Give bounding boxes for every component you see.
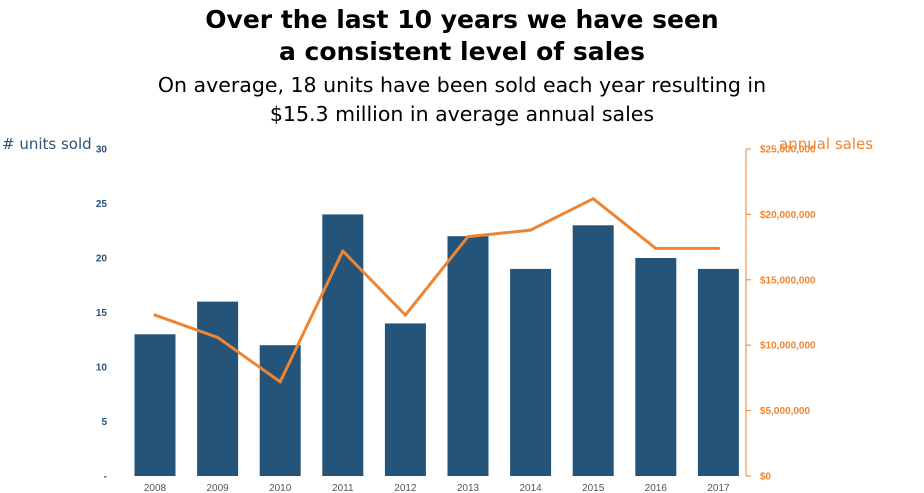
bar-2012 xyxy=(384,323,426,476)
chart-title: Over the last 10 years we have seen a co… xyxy=(0,4,924,68)
right-tick-label: $20,000,000 xyxy=(760,210,816,221)
left-axis: # units sold - 5 10 15 20 25 30 xyxy=(2,135,107,483)
bar-2013 xyxy=(447,236,489,476)
x-axis: 2008 2009 2010 2011 2012 2013 2014 2015 2016 2017 xyxy=(144,483,730,493)
left-tick-label: 30 xyxy=(96,145,108,156)
line-point-2016 xyxy=(654,246,658,250)
x-tick-label: 2009 xyxy=(206,483,229,493)
chart-title-line-1: Over the last 10 years we have seen xyxy=(205,5,719,34)
left-tick-label: - xyxy=(104,472,107,483)
right-axis: $0 $5,000,000 $10,000,000 $15,000,000 $20,00… xyxy=(745,135,873,483)
x-tick-label: 2010 xyxy=(269,483,292,493)
chart-title-line-2: a consistent level of sales xyxy=(278,37,645,66)
right-tick-label: $25,000,000 xyxy=(760,145,816,156)
x-tick-label: 2013 xyxy=(457,483,480,493)
x-tick-label: 2012 xyxy=(394,483,417,493)
line-point-2009 xyxy=(216,335,220,339)
left-axis-label: # units sold xyxy=(2,135,92,153)
bar-2016 xyxy=(635,258,677,476)
line-point-2017 xyxy=(716,246,720,250)
line-point-2008 xyxy=(153,313,157,317)
annual-sales-line xyxy=(153,197,720,384)
bar-2010 xyxy=(259,345,301,476)
bar-2009 xyxy=(197,301,239,476)
bar-2017 xyxy=(697,268,739,476)
x-tick-label: 2011 xyxy=(332,483,354,493)
right-axis-label: annual sales xyxy=(779,135,873,153)
x-tick-label: 2016 xyxy=(645,483,668,493)
line-point-2012 xyxy=(403,313,407,317)
right-tick-label: $15,000,000 xyxy=(760,275,816,286)
line-point-2010 xyxy=(278,380,282,384)
right-tick-label: $10,000,000 xyxy=(760,341,816,352)
line-point-2014 xyxy=(529,228,533,232)
bar-2011 xyxy=(322,214,364,476)
x-tick-label: 2014 xyxy=(519,483,542,493)
line-point-2015 xyxy=(591,197,595,201)
line-series-annual-sales xyxy=(153,197,720,384)
left-tick-label: 25 xyxy=(96,199,108,210)
chart-subtitle: On average, 18 units have been sold each… xyxy=(0,71,924,129)
right-tick-label: $0 xyxy=(760,472,772,483)
right-tick-label: $5,000,000 xyxy=(760,406,810,417)
bar-series-units-sold xyxy=(134,214,739,476)
left-tick-label: 15 xyxy=(96,308,108,319)
bar-2015 xyxy=(572,225,614,476)
x-tick-label: 2008 xyxy=(144,483,167,493)
chart-subtitle-line-1: On average, 18 units have been sold each… xyxy=(157,73,767,97)
line-point-2011 xyxy=(341,249,345,253)
line-point-2013 xyxy=(466,235,470,239)
left-tick-label: 20 xyxy=(96,254,108,265)
left-tick-label: 5 xyxy=(101,417,107,428)
x-tick-label: 2015 xyxy=(582,483,605,493)
bar-2014 xyxy=(510,268,552,476)
left-tick-label: 10 xyxy=(96,363,108,374)
chart-subtitle-line-2: $15.3 million in average annual sales xyxy=(269,102,655,126)
x-tick-label: 2017 xyxy=(707,483,730,493)
bar-2008 xyxy=(134,334,176,476)
